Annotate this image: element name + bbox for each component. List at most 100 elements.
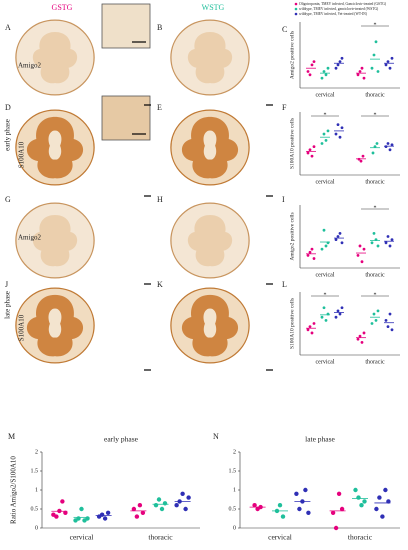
x-tick-label: cervical — [316, 272, 335, 278]
data-point — [362, 331, 366, 335]
data-point — [336, 63, 340, 67]
data-point — [356, 337, 360, 341]
data-point — [306, 254, 310, 257]
data-point — [358, 244, 362, 248]
data-point — [320, 247, 324, 251]
y-tick-label: 1 — [35, 487, 38, 493]
x-tick-label: thoracic — [148, 533, 173, 542]
data-point — [338, 135, 342, 139]
data-point — [384, 241, 388, 245]
data-point — [334, 315, 338, 319]
data-point — [359, 503, 364, 508]
data-point — [306, 328, 310, 332]
micrograph — [170, 19, 250, 96]
panel-label: C — [282, 25, 287, 34]
row-label: S100A10 — [18, 314, 26, 341]
panel-label: A — [5, 23, 11, 32]
column-label: WSTG — [202, 3, 225, 12]
y-tick-label: 1.5 — [31, 468, 39, 474]
data-point — [324, 138, 328, 142]
data-point — [376, 244, 380, 248]
data-point — [370, 322, 374, 325]
y-axis-label: Amigo2 positive cells — [289, 31, 295, 79]
data-point — [306, 151, 310, 155]
data-point — [322, 228, 326, 232]
significance-label: * — [374, 205, 377, 211]
row-label: S100A10 — [18, 141, 26, 168]
row-label: Amigo2 — [18, 62, 41, 70]
x-tick-label: thoracic — [365, 272, 385, 278]
panel-label: E — [157, 103, 162, 112]
data-point — [324, 73, 328, 77]
data-point — [308, 148, 312, 152]
data-point — [386, 499, 391, 504]
data-point — [312, 257, 316, 260]
data-point — [310, 154, 314, 158]
data-point — [320, 315, 324, 319]
x-tick-label: cervical — [316, 92, 335, 98]
legend-swatch — [294, 7, 298, 11]
data-point — [386, 60, 390, 63]
data-point — [377, 495, 382, 500]
micrograph — [15, 19, 95, 96]
data-point — [388, 312, 392, 316]
data-point — [339, 506, 345, 512]
data-point — [384, 145, 388, 149]
data-point — [370, 241, 374, 245]
y-tick-label: 2 — [233, 449, 236, 455]
x-tick-label: thoracic — [365, 179, 385, 185]
data-point — [362, 76, 366, 80]
data-point — [376, 309, 380, 313]
data-point — [340, 241, 344, 245]
inset — [101, 95, 151, 141]
data-point — [380, 514, 385, 519]
data-point — [326, 66, 330, 70]
data-point — [386, 235, 390, 238]
data-point — [63, 510, 68, 515]
data-point — [280, 514, 286, 519]
x-tick-label: cervical — [268, 533, 292, 542]
y-tick-label: 0.5 — [31, 506, 39, 512]
row-label: Amigo2 — [18, 234, 41, 242]
significance-label: * — [374, 292, 377, 298]
data-point — [356, 254, 360, 257]
data-point — [102, 516, 108, 521]
data-point — [308, 73, 312, 77]
data-point — [359, 159, 363, 163]
legend-swatch — [294, 2, 298, 6]
data-point — [386, 325, 390, 329]
data-point — [390, 56, 394, 60]
data-point — [374, 40, 378, 44]
data-point — [162, 501, 168, 506]
data-point — [306, 510, 311, 515]
data-point — [336, 235, 340, 238]
data-point — [362, 499, 367, 504]
legend-label: wildtype, TMEV infected, ganciclovir-tre… — [299, 7, 379, 12]
x-tick-label: thoracic — [365, 359, 385, 365]
data-point — [338, 60, 342, 63]
data-point — [294, 491, 299, 496]
data-point — [137, 503, 143, 508]
data-point — [376, 70, 380, 73]
data-point — [372, 231, 376, 235]
data-point — [390, 328, 394, 332]
data-point — [353, 487, 358, 493]
micrograph — [15, 287, 95, 364]
data-point — [326, 129, 330, 133]
data-point — [358, 70, 362, 73]
data-point — [386, 142, 390, 145]
y-tick-label: 1.5 — [229, 468, 237, 474]
data-point — [336, 491, 342, 496]
data-point — [388, 148, 392, 152]
data-point — [153, 503, 159, 508]
data-point — [312, 60, 316, 63]
significance-label: * — [324, 292, 327, 298]
data-point — [334, 132, 338, 136]
panel-label: J — [5, 280, 8, 289]
data-point — [336, 309, 340, 313]
data-point — [322, 70, 326, 73]
panel-label: G — [5, 195, 11, 204]
data-point — [312, 145, 316, 149]
data-point — [60, 499, 65, 504]
data-point — [336, 123, 340, 126]
